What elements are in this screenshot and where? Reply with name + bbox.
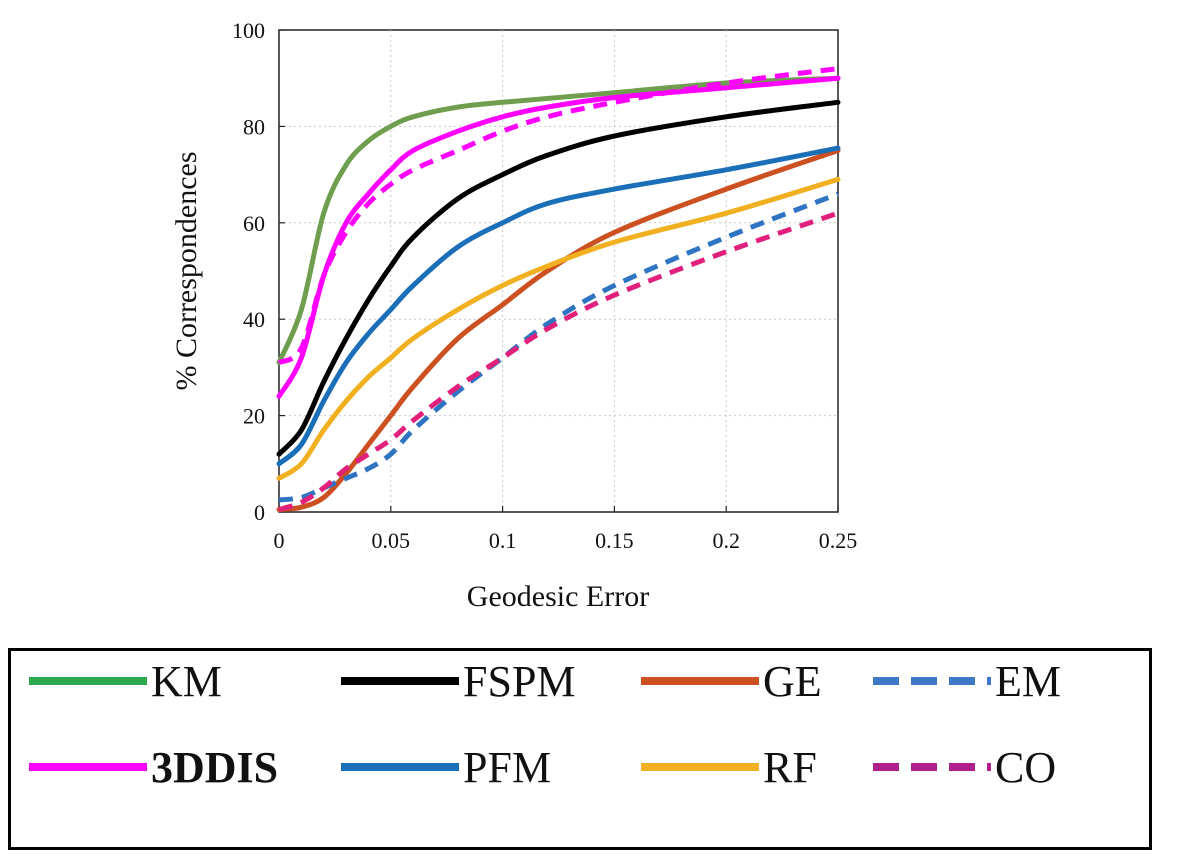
legend-item-co: CO: [873, 737, 1056, 797]
series-line-km: [276, 75, 841, 366]
series-line-co: [278, 210, 839, 512]
legend-label-co: CO: [995, 742, 1057, 792]
plot-area: [278, 29, 839, 513]
x-axis-title: Geodesic Error: [467, 580, 649, 613]
legend-swatch-rf: [641, 763, 759, 771]
series-line-rf: [276, 176, 841, 481]
legend-swatch-pfm: [341, 763, 459, 771]
x-axis: 0 0.05 0.1 0.15 0.2 0.25: [274, 506, 858, 553]
y-tick-label: 80: [243, 114, 265, 139]
y-axis: 0 20 40 60 80 100: [232, 18, 285, 525]
y-tick-label: 40: [243, 307, 265, 332]
legend-label-rf: RF: [763, 742, 817, 792]
legend-swatch-ge: [641, 677, 759, 685]
legend-swatch-fspm: [341, 677, 459, 685]
legend-label-pfm: PFM: [463, 742, 552, 792]
legend: KM FSPM GE EM 3DDIS PFM RF CO: [8, 648, 1152, 850]
y-tick-label: 20: [243, 404, 265, 429]
series-line-3ddis-dashed: [277, 66, 839, 365]
legend-swatch-co: [873, 763, 991, 771]
series-line-ge: [276, 148, 841, 513]
grid: [279, 30, 838, 512]
y-tick-label: 0: [254, 500, 265, 525]
y-tick-label: 60: [243, 211, 265, 236]
line-chart: 0 0.05 0.1 0.15 0.2 0.25 0 20 40 60 80 100 Geodesi…: [170, 18, 858, 613]
legend-item-em: EM: [873, 651, 1061, 711]
y-axis-title: % Correspondences: [170, 151, 203, 390]
legend-item-rf: RF: [641, 737, 817, 797]
legend-item-fspm: FSPM: [341, 651, 576, 711]
x-tick-label: 0.1: [489, 528, 517, 553]
series-line-fspm: [276, 99, 841, 457]
legend-label-em: EM: [995, 656, 1061, 706]
legend-swatch-em: [873, 677, 991, 685]
x-tick-label: 0.2: [712, 528, 740, 553]
legend-label-fspm: FSPM: [463, 656, 576, 706]
legend-item-ge: GE: [641, 651, 822, 711]
x-tick-label: 0.05: [372, 528, 411, 553]
series-line-pfm: [276, 145, 841, 467]
y-tick-label: 100: [232, 18, 265, 43]
x-tick-label: 0.15: [595, 528, 634, 553]
legend-item-km: KM: [29, 651, 222, 711]
x-tick-label: 0: [274, 528, 285, 553]
legend-swatch-km: [29, 677, 147, 685]
legend-swatch-3ddis: [29, 763, 147, 771]
legend-item-3ddis: 3DDIS: [29, 737, 278, 797]
legend-item-pfm: PFM: [341, 737, 551, 797]
legend-label-ge: GE: [763, 656, 822, 706]
series-group: [276, 66, 841, 513]
legend-label-km: KM: [151, 656, 222, 706]
x-tick-label: 0.25: [819, 528, 858, 553]
legend-label-3ddis: 3DDIS: [151, 742, 279, 792]
